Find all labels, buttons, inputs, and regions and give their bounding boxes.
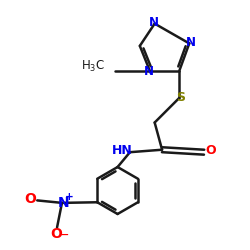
Text: N: N bbox=[148, 16, 158, 29]
Text: +: + bbox=[64, 192, 73, 202]
Text: S: S bbox=[176, 91, 185, 104]
Text: −: − bbox=[60, 230, 69, 240]
Text: N: N bbox=[186, 36, 196, 49]
Text: O: O bbox=[24, 192, 36, 206]
Text: O: O bbox=[50, 227, 62, 241]
Text: HN: HN bbox=[112, 144, 133, 158]
Text: O: O bbox=[205, 144, 216, 158]
Text: H$_3$C: H$_3$C bbox=[81, 59, 105, 74]
Text: N: N bbox=[58, 196, 69, 210]
Text: N: N bbox=[144, 65, 154, 78]
